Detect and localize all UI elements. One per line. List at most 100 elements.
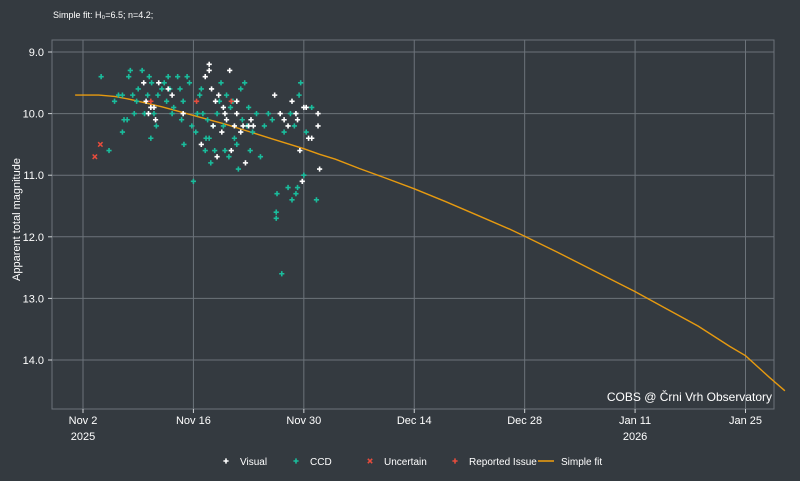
point-uncertain [97,141,104,148]
legend-item-fit: Simple fit [538,457,602,468]
point-ccd [246,104,252,111]
point-ccd [197,92,203,98]
point-ccd [218,80,224,86]
point-ccd [181,141,187,147]
point-visual [227,67,233,74]
point-reported-issue [193,98,200,104]
point-ccd [220,123,226,129]
point-visual [234,98,240,104]
point-visual [180,111,186,117]
point-ccd [119,129,126,135]
point-ccd [214,111,220,117]
point-ccd [161,80,167,86]
point-visual [206,61,212,67]
series-ccd [98,67,320,277]
point-ccd [134,98,140,104]
y-tick-label: 11.0 [23,170,44,182]
point-ccd [223,92,230,98]
point-visual [317,166,323,172]
point-ccd [184,74,190,80]
point-visual [228,147,234,154]
point-ccd [202,147,208,154]
point-visual [141,80,147,86]
fit-summary-text: Simple fit: H₀=6.5; n=4.2; [53,10,153,20]
point-ccd [269,117,275,123]
point-visual [143,98,149,104]
point-visual [231,123,238,129]
y-tick-label: 14.0 [23,355,44,367]
point-ccd [194,111,200,117]
legend-item-uncertain: Uncertain [367,457,427,468]
point-ccd [247,147,253,154]
point-ccd [226,154,232,160]
point-ccd [239,117,245,123]
legend-marker-ccd [293,458,299,464]
point-visual [294,117,301,123]
legend-item-visual: Visual [223,457,267,468]
point-ccd [193,129,199,135]
fit-curve-group [75,94,786,392]
point-visual [234,111,240,117]
point-reported-issue [228,98,234,104]
point-visual [285,123,291,129]
point-ccd [206,135,212,141]
point-ccd [289,197,295,203]
series-reported-issue [148,98,234,104]
point-reported-issue [148,98,154,104]
point-ccd [200,111,206,117]
point-visual [240,123,246,129]
point-ccd [279,271,285,277]
point-visual [248,117,254,123]
point-ccd [293,191,299,197]
legend-label-visual: Visual [240,457,267,468]
point-ccd [145,92,151,98]
point-ccd [222,147,228,154]
point-ccd [98,74,104,80]
point-ccd [171,104,177,111]
point-ccd [287,111,294,117]
x-tick-label: Jan 25 [729,415,762,427]
point-visual [303,104,309,111]
point-ccd [180,98,186,104]
point-visual [156,80,162,86]
legend-marker-issue [452,458,458,464]
point-visual [198,141,204,147]
point-visual [281,117,287,123]
point-ccd [186,80,193,86]
point-ccd [274,191,280,197]
point-ccd [296,92,302,98]
point-visual [145,111,152,117]
point-visual [151,104,157,111]
legend-item-issue: Reported Issue [452,457,537,468]
point-ccd [124,117,130,123]
legend-item-ccd: CCD [293,457,332,468]
x-tick-label: Dec 28 [507,415,542,427]
point-visual [214,154,220,160]
y-axis-label: Apparent total magnitude [11,158,23,281]
point-visual [222,111,228,117]
point-uncertain [92,153,98,160]
point-visual [315,123,321,129]
point-ccd [139,67,145,74]
legend-label-ccd: CCD [310,457,332,468]
point-ccd [261,123,267,129]
point-visual [289,98,295,104]
point-ccd [169,111,175,117]
point-ccd [130,92,136,98]
point-ccd [242,80,248,86]
point-ccd [153,123,159,129]
x-tick-year: 2026 [623,431,647,443]
point-visual [219,129,225,135]
point-visual [246,123,252,129]
point-visual [216,92,222,98]
x-tick-label: Nov 16 [176,415,211,427]
point-visual [238,129,244,135]
point-visual [309,135,315,141]
x-tick-label: Dec 14 [397,415,432,427]
point-ccd [126,74,132,80]
point-ccd [146,74,152,80]
point-ccd [135,86,141,92]
point-ccd [291,123,297,129]
point-ccd [127,67,133,74]
y-tick-label: 13.0 [23,293,44,305]
